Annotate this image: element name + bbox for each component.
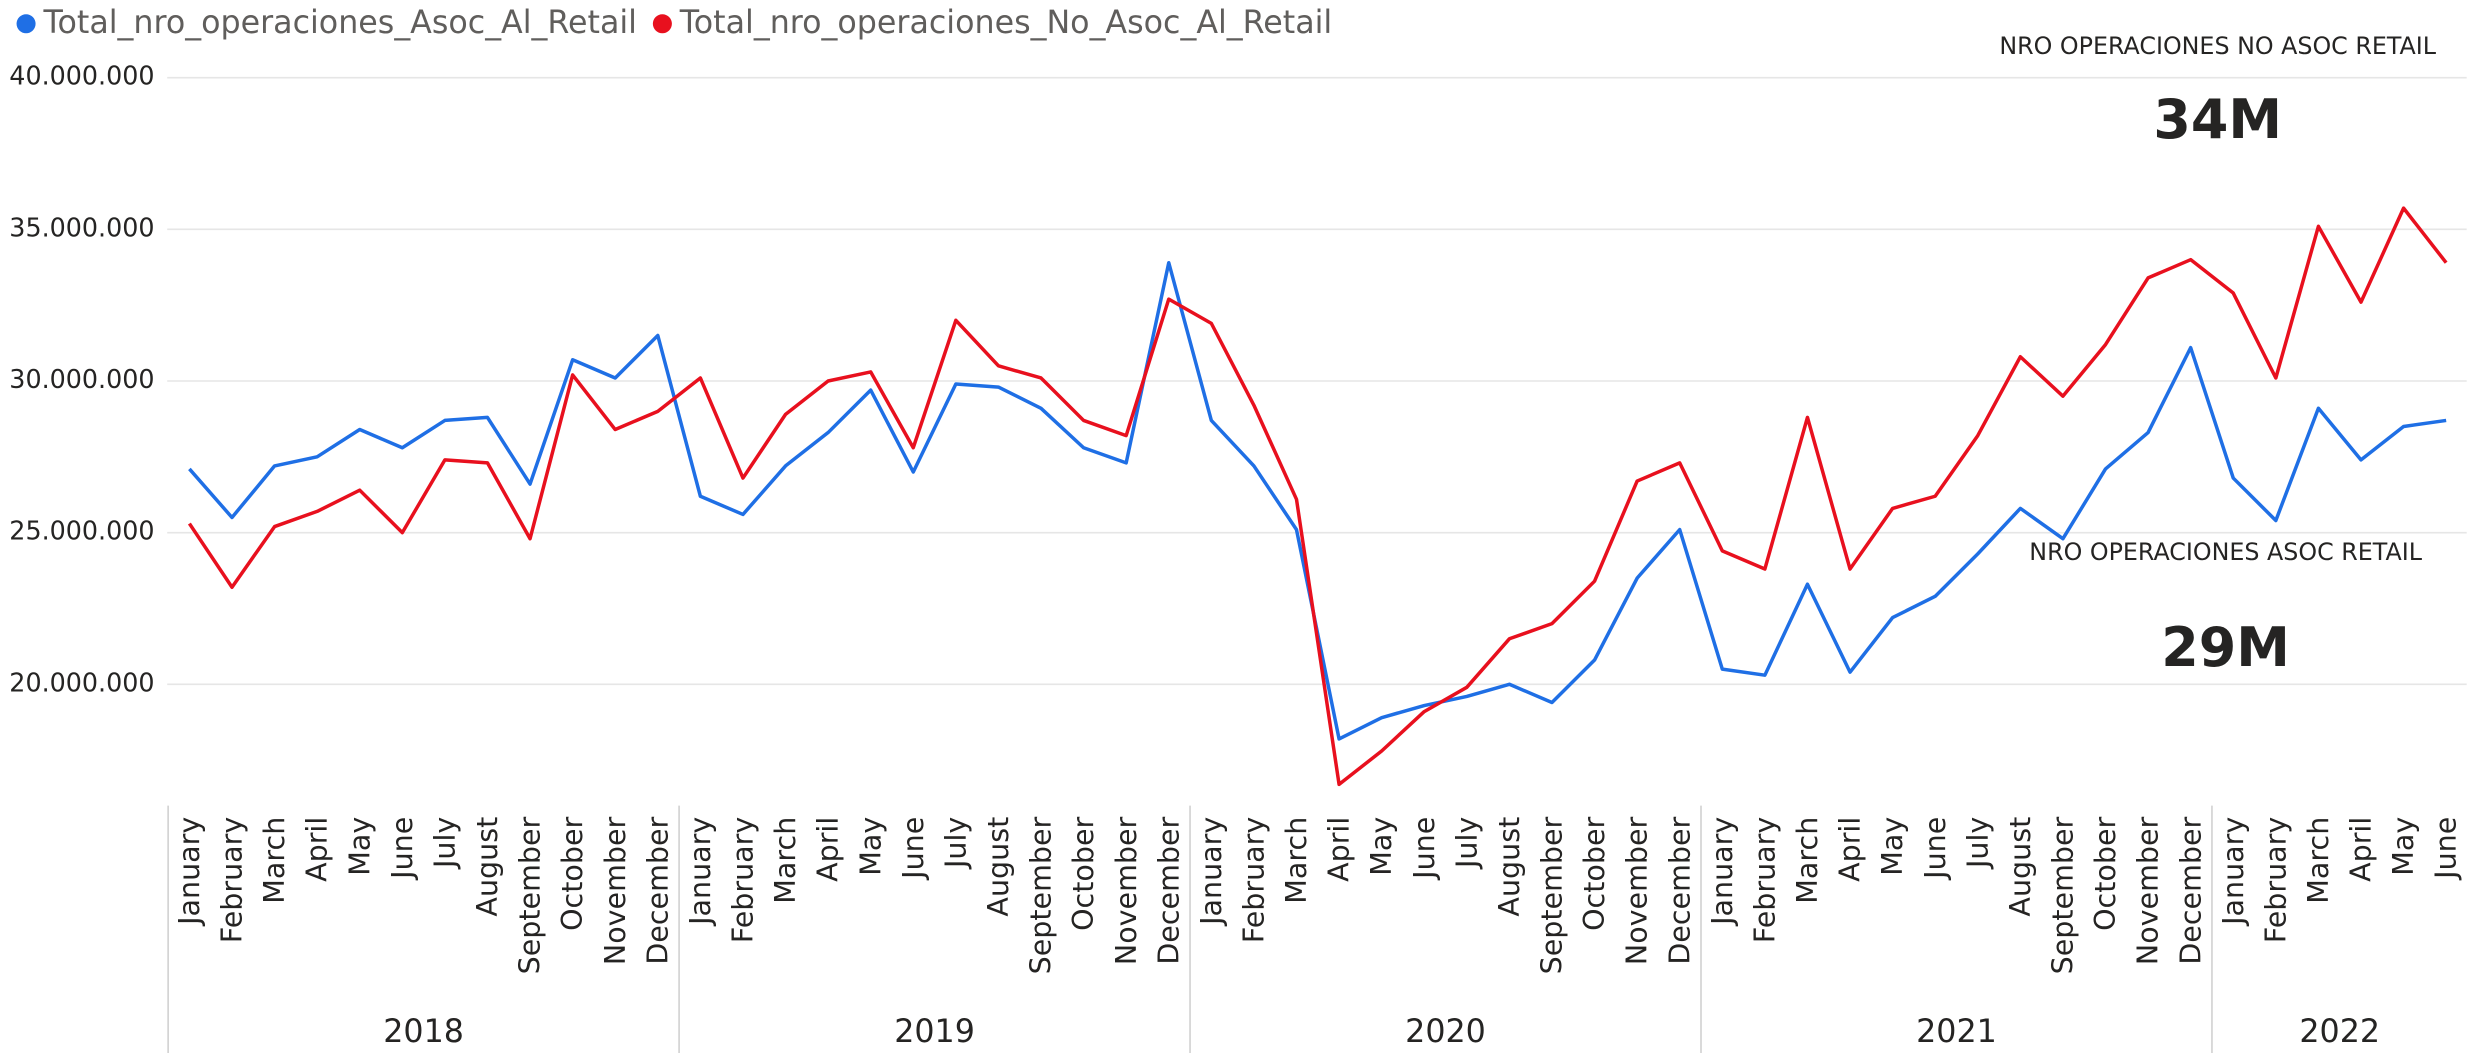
x-tick-label: April xyxy=(812,817,845,882)
x-tick-label: November xyxy=(1621,816,1654,965)
x-tick-label: April xyxy=(301,817,334,882)
line-series xyxy=(188,260,2447,741)
x-tick-label: March xyxy=(1280,817,1313,904)
card-value: 34M xyxy=(2153,88,2282,151)
x-tick-label: March xyxy=(1791,817,1824,904)
x-tick-label: August xyxy=(982,817,1015,917)
y-tick-label: 25.000.000 xyxy=(9,516,154,546)
x-tick-label: December xyxy=(641,816,674,964)
x-tick-label: April xyxy=(2345,817,2378,882)
x-group-label: 2021 xyxy=(1916,1014,1997,1050)
card-value: 29M xyxy=(2161,616,2290,679)
x-tick-label: October xyxy=(1067,816,1100,930)
x-tick-label: January xyxy=(173,817,206,927)
x-tick-label: January xyxy=(1706,817,1739,927)
legend-marker xyxy=(16,14,36,34)
x-tick-label: October xyxy=(556,816,589,930)
x-tick-label: May xyxy=(1365,817,1398,876)
x-group-label: 2019 xyxy=(894,1014,975,1050)
y-tick-label: 30.000.000 xyxy=(9,364,154,394)
x-tick-label: October xyxy=(2089,816,2122,930)
x-tick-label: February xyxy=(1237,817,1270,944)
legend-marker xyxy=(652,14,672,34)
legend-label: Total_nro_operaciones_No_Asoc_Al_Retail xyxy=(679,5,1332,41)
x-tick-label: January xyxy=(684,817,717,927)
x-tick-label: May xyxy=(343,817,376,876)
y-tick-label: 35.000.000 xyxy=(9,212,154,242)
x-tick-label: October xyxy=(1578,816,1611,930)
x-group-label: 2018 xyxy=(383,1014,464,1050)
x-tick-label: May xyxy=(2387,817,2420,876)
x-tick-label: September xyxy=(1536,816,1569,974)
line-series xyxy=(187,206,2448,787)
x-group-label: 2020 xyxy=(1405,1014,1486,1050)
legend-label: Total_nro_operaciones_Asoc_Al_Retail xyxy=(43,5,637,41)
card-title: NRO OPERACIONES ASOC RETAIL xyxy=(2029,538,2422,566)
x-tick-label: March xyxy=(2302,817,2335,904)
y-tick-label: 40.000.000 xyxy=(9,61,154,91)
x-tick-label: August xyxy=(471,817,504,917)
x-tick-label: July xyxy=(428,817,461,870)
x-tick-label: March xyxy=(769,817,802,904)
x-tick-label: July xyxy=(1961,817,1994,870)
x-tick-label: August xyxy=(1493,817,1526,917)
x-tick-label: November xyxy=(2132,816,2165,965)
x-tick-label: December xyxy=(1152,816,1185,964)
x-tick-label: September xyxy=(514,816,547,974)
x-tick-label: February xyxy=(727,817,760,944)
x-tick-label: December xyxy=(2174,816,2207,964)
x-tick-label: May xyxy=(854,817,887,876)
x-tick-label: April xyxy=(1323,817,1356,882)
x-tick-label: March xyxy=(258,817,291,904)
y-tick-label: 20.000.000 xyxy=(9,667,154,697)
x-tick-label: January xyxy=(1195,817,1228,927)
x-tick-label: July xyxy=(1450,817,1483,870)
x-tick-label: July xyxy=(939,817,972,870)
x-tick-label: February xyxy=(216,817,249,944)
x-tick-label: June xyxy=(897,817,930,881)
x-tick-label: September xyxy=(1025,816,1058,974)
x-tick-label: June xyxy=(2430,817,2463,881)
x-tick-label: November xyxy=(599,816,632,965)
x-tick-label: January xyxy=(2217,817,2250,927)
x-tick-label: November xyxy=(1110,816,1143,965)
x-tick-label: August xyxy=(2004,817,2037,917)
x-tick-label: September xyxy=(2047,816,2080,974)
x-tick-label: December xyxy=(1663,816,1696,964)
x-group-label: 2022 xyxy=(2299,1014,2380,1050)
x-tick-label: June xyxy=(386,817,419,881)
x-tick-label: February xyxy=(2259,817,2292,944)
x-tick-label: May xyxy=(1876,817,1909,876)
x-tick-label: June xyxy=(1919,817,1952,881)
card-title: NRO OPERACIONES NO ASOC RETAIL xyxy=(1999,32,2436,60)
x-tick-label: June xyxy=(1408,817,1441,881)
x-tick-label: April xyxy=(1834,817,1867,882)
x-tick-label: February xyxy=(1748,817,1781,944)
